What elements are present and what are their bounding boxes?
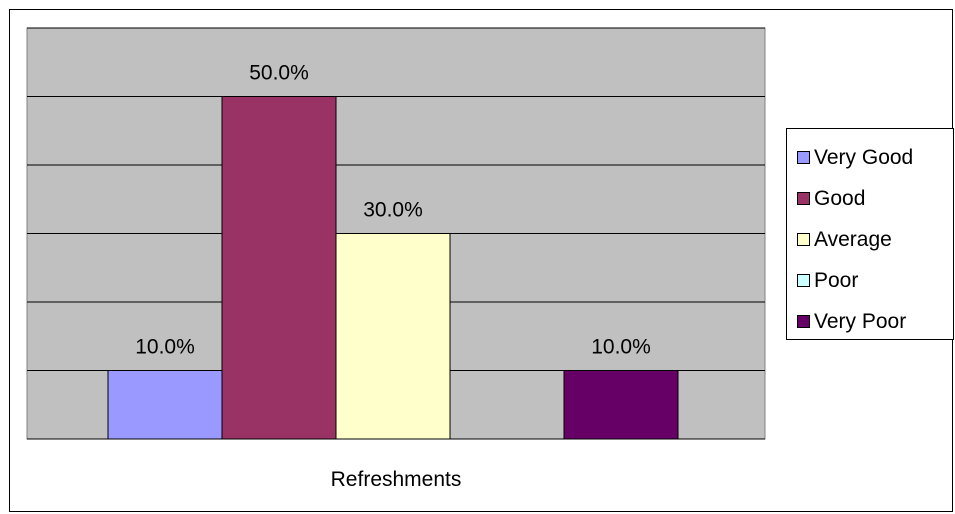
data-label-very-good: 10.0% (135, 336, 195, 359)
data-label-good: 50.0% (249, 62, 309, 85)
data-label-very-poor: 10.0% (591, 336, 651, 359)
legend: Very Good Good Average Poor Very Poor (786, 128, 954, 340)
legend-item-average: Average (787, 219, 953, 260)
bar-very-poor (563, 370, 679, 440)
legend-label-very-good: Very Good (814, 145, 914, 169)
legend-label-good: Good (814, 186, 866, 210)
legend-label-very-poor: Very Poor (814, 309, 907, 333)
legend-swatch-average (797, 233, 810, 246)
legend-swatch-good (797, 192, 810, 205)
bar-very-good (107, 370, 223, 440)
x-category-label: Refreshments (331, 468, 462, 491)
legend-item-very-good: Very Good (787, 137, 953, 178)
bars (107, 96, 679, 440)
bar-labels: 10.0% 50.0% 30.0% 10.0% (135, 62, 651, 359)
legend-swatch-poor (797, 274, 810, 287)
legend-swatch-very-poor (797, 315, 810, 328)
bar-average (335, 233, 451, 440)
legend-item-very-poor: Very Poor (787, 301, 953, 342)
data-label-average: 30.0% (363, 199, 423, 222)
legend-item-good: Good (787, 178, 953, 219)
legend-label-average: Average (814, 227, 892, 251)
bar-good (221, 96, 337, 440)
legend-swatch-very-good (797, 151, 810, 164)
legend-item-poor: Poor (787, 260, 953, 301)
legend-label-poor: Poor (814, 268, 859, 292)
